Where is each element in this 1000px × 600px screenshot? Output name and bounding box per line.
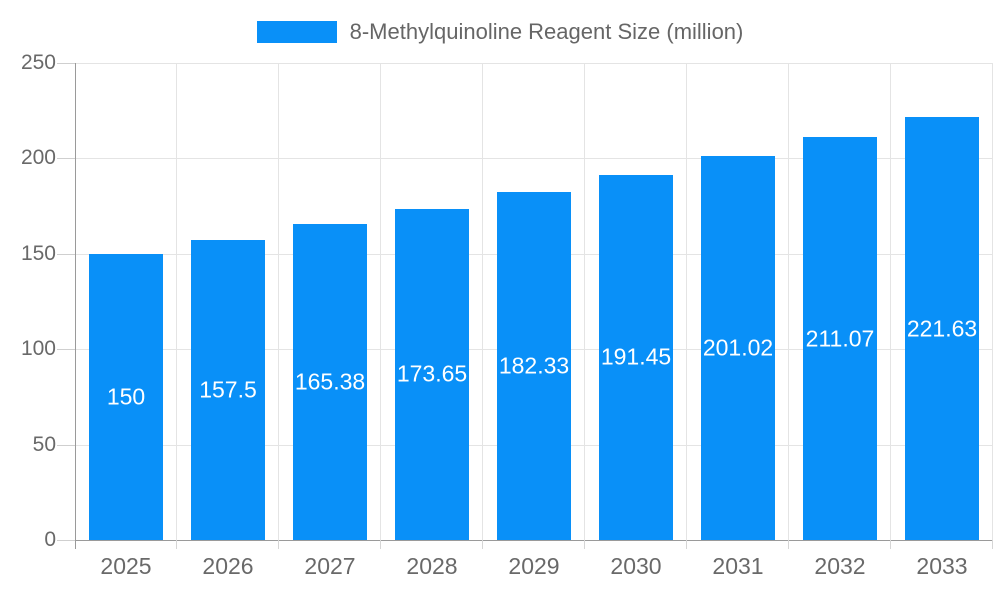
- x-axis-tick: [584, 540, 585, 549]
- x-axis-tick: [788, 540, 789, 549]
- x-axis-tick: [686, 540, 687, 549]
- gridline-vertical: [890, 63, 891, 540]
- bar: 191.45: [599, 174, 673, 540]
- y-axis-tick-label: 50: [32, 432, 56, 456]
- legend-item[interactable]: 8-Methylquinoline Reagent Size (million): [256, 19, 744, 45]
- bar: 201.02: [701, 156, 775, 540]
- bar: 157.5: [191, 239, 265, 540]
- bar-value-label: 182.33: [498, 352, 570, 379]
- y-axis-tick-label: 0: [44, 528, 56, 551]
- bar-value-label: 191.45: [600, 343, 672, 370]
- y-axis-tick-label: 200: [20, 146, 56, 170]
- bar-value-label: 221.63: [906, 315, 978, 342]
- x-axis-tick-label: 2029: [508, 553, 560, 579]
- bar-value-label: 150: [106, 383, 146, 410]
- bar: 165.38: [293, 224, 367, 540]
- bar: 221.63: [905, 117, 979, 540]
- y-axis-tick: [57, 63, 75, 64]
- y-axis-tick-label: 100: [20, 337, 56, 361]
- gridline-vertical: [380, 63, 381, 540]
- x-axis-tick: [482, 540, 483, 549]
- bar-value-label: 165.38: [294, 368, 366, 395]
- legend-swatch-icon: [256, 21, 337, 43]
- x-axis-tick: [890, 540, 891, 549]
- x-axis-tick-label: 2030: [610, 553, 662, 579]
- gridline-vertical: [992, 63, 993, 540]
- bar-value-label: 157.5: [199, 376, 257, 403]
- gridline-horizontal: [75, 158, 993, 160]
- gridline-vertical: [176, 63, 177, 540]
- gridline-vertical: [482, 63, 483, 540]
- y-axis-tick: [57, 158, 75, 160]
- x-axis-tick: [380, 540, 381, 549]
- legend: 8-Methylquinoline Reagent Size (million): [0, 19, 1000, 45]
- gridline-horizontal: [75, 63, 993, 64]
- gridline-vertical: [686, 63, 687, 540]
- gridline-vertical: [584, 63, 585, 540]
- bar-value-label: 211.07: [805, 325, 875, 352]
- gridline-vertical: [788, 63, 789, 540]
- bar: 150: [89, 253, 163, 540]
- x-axis-tick-label: 2033: [916, 553, 968, 579]
- y-axis-tick-label: 250: [20, 51, 56, 74]
- x-axis-tick-label: 2025: [100, 553, 152, 579]
- y-axis-tick: [57, 540, 75, 541]
- bar-value-label: 201.02: [702, 334, 774, 361]
- y-axis-tick-label: 150: [20, 241, 56, 265]
- y-axis-tick: [57, 349, 75, 351]
- bar: 211.07: [803, 137, 877, 540]
- x-axis-tick-label: 2032: [814, 553, 866, 579]
- x-axis-line: [75, 540, 993, 541]
- x-axis-tick: [992, 540, 993, 549]
- y-axis-line: [75, 63, 76, 549]
- y-axis-tick: [57, 253, 75, 255]
- x-axis-tick: [278, 540, 279, 549]
- y-axis-tick: [57, 444, 75, 446]
- x-axis-tick-label: 2027: [304, 553, 356, 579]
- bar: 182.33: [497, 192, 571, 540]
- legend-label: 8-Methylquinoline Reagent Size (million): [349, 19, 744, 44]
- x-axis-tick: [176, 540, 177, 549]
- plot-area: 150 157.5 165.38 173.65 182.33 191.45 201.02 21…: [75, 63, 993, 540]
- x-axis-tick-label: 2031: [712, 553, 764, 579]
- bar: 173.65: [395, 208, 469, 540]
- gridline-vertical: [278, 63, 279, 540]
- x-axis-tick-label: 2026: [202, 553, 254, 579]
- x-axis-tick-label: 2028: [406, 553, 458, 579]
- bar-value-label: 173.65: [396, 360, 468, 387]
